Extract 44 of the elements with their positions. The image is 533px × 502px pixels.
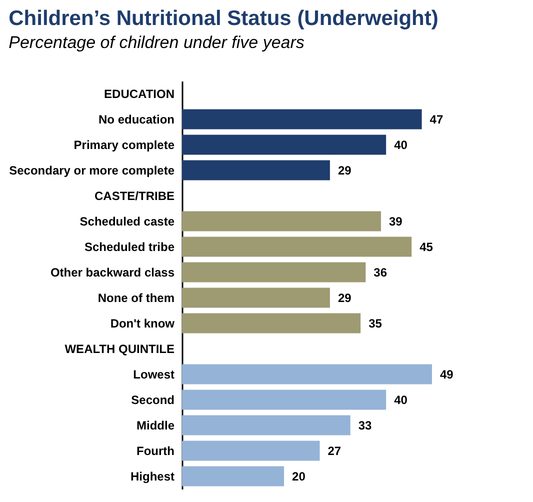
bar bbox=[182, 440, 320, 461]
bar bbox=[182, 364, 432, 384]
bar bbox=[182, 390, 386, 410]
data-label: 40 bbox=[394, 138, 408, 152]
chart-title: Children’s Nutritional Status (Underweight) bbox=[8, 7, 438, 30]
y-tick-label: Lowest bbox=[133, 367, 174, 382]
data-label: 45 bbox=[420, 240, 434, 254]
y-tick-label: None of them bbox=[98, 290, 174, 305]
bar bbox=[182, 313, 361, 334]
bar bbox=[182, 160, 330, 180]
data-label: 20 bbox=[292, 469, 306, 484]
bar bbox=[182, 466, 284, 486]
data-label: 36 bbox=[374, 265, 388, 280]
bar bbox=[182, 262, 366, 282]
bar bbox=[182, 236, 412, 257]
data-label: 39 bbox=[388, 214, 403, 228]
chart-subtitle: Percentage of children under five years bbox=[8, 33, 305, 52]
y-tick-label: Highest bbox=[130, 469, 174, 484]
data-label: 29 bbox=[338, 163, 352, 178]
y-tick-label: Middle bbox=[136, 418, 175, 432]
data-label: 35 bbox=[368, 316, 382, 330]
y-tick-label: EDUCATION bbox=[104, 86, 174, 101]
y-tick-label: Fourth bbox=[136, 444, 174, 458]
bar bbox=[182, 109, 422, 130]
y-tick-label: No education bbox=[98, 112, 174, 126]
data-label: 49 bbox=[440, 367, 454, 382]
y-tick-label: CASTE/TRIBE bbox=[94, 188, 174, 203]
data-label: 27 bbox=[328, 444, 342, 458]
y-tick-label: Other backward class bbox=[50, 265, 175, 280]
data-label: 33 bbox=[358, 418, 372, 432]
y-tick-label: Don't know bbox=[110, 316, 176, 330]
bar bbox=[182, 211, 381, 232]
bar bbox=[182, 415, 350, 436]
y-tick-label: Second bbox=[131, 392, 174, 407]
y-tick-label: Scheduled tribe bbox=[84, 240, 175, 254]
data-label: 47 bbox=[430, 112, 444, 126]
y-tick-label: Scheduled caste bbox=[80, 214, 175, 228]
bar bbox=[182, 288, 330, 308]
data-label: 29 bbox=[338, 290, 352, 305]
y-tick-label: WEALTH QUINTILE bbox=[64, 342, 174, 356]
y-tick-label: Secondary or more complete bbox=[9, 163, 175, 178]
data-label: 40 bbox=[394, 392, 408, 407]
y-tick-label: Primary complete bbox=[74, 138, 175, 152]
bar bbox=[182, 134, 386, 155]
